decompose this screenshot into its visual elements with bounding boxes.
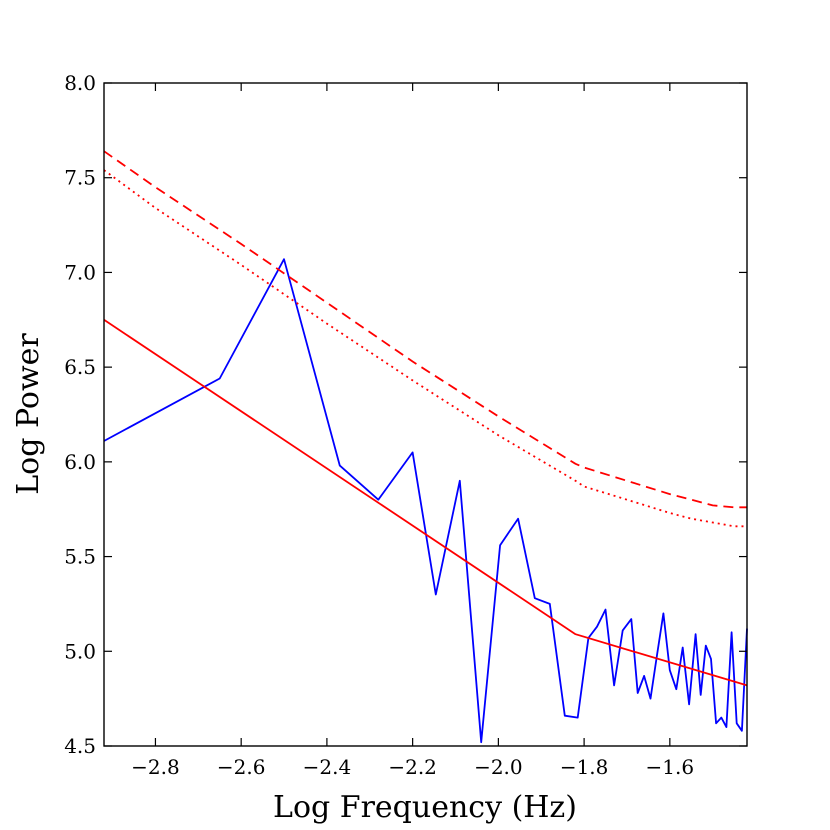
y-axis-label: Log Power <box>11 333 46 495</box>
x-tick-label: −2.6 <box>217 755 266 779</box>
series-layer <box>103 150 748 744</box>
plot-frame <box>103 82 748 747</box>
series-line-fitted-model <box>103 319 748 687</box>
x-axis-label: Log Frequency (Hz) <box>273 790 577 825</box>
x-tick-label: −2.0 <box>474 755 523 779</box>
y-tick-label: 4.5 <box>64 734 96 758</box>
y-tick-label: 6.5 <box>64 355 96 379</box>
x-tick-label: −1.6 <box>646 755 695 779</box>
x-tick-label: −2.8 <box>131 755 180 779</box>
x-tick-label: −1.8 <box>560 755 609 779</box>
y-tick-label: 5.5 <box>64 545 96 569</box>
y-tick-label: 7.0 <box>64 260 96 284</box>
y-tick-label: 6.0 <box>64 450 96 474</box>
x-tick-label: −2.2 <box>388 755 437 779</box>
x-tick-label: −2.4 <box>303 755 352 779</box>
y-tick-label: 8.0 <box>64 71 96 95</box>
y-tick-label: 5.0 <box>64 639 96 663</box>
y-tick-label: 7.5 <box>64 166 96 190</box>
series-line-power-spectrum <box>103 258 748 744</box>
series-line-lower-confidence-dotted- <box>103 169 747 528</box>
tick-layer: −2.8 −2.6 −2.4 −2.2 −2.0 −1.8 −1.6 4.5 5.0 5.5 6.0… <box>64 71 747 779</box>
series-line-upper-confidence-dashed- <box>103 150 747 509</box>
